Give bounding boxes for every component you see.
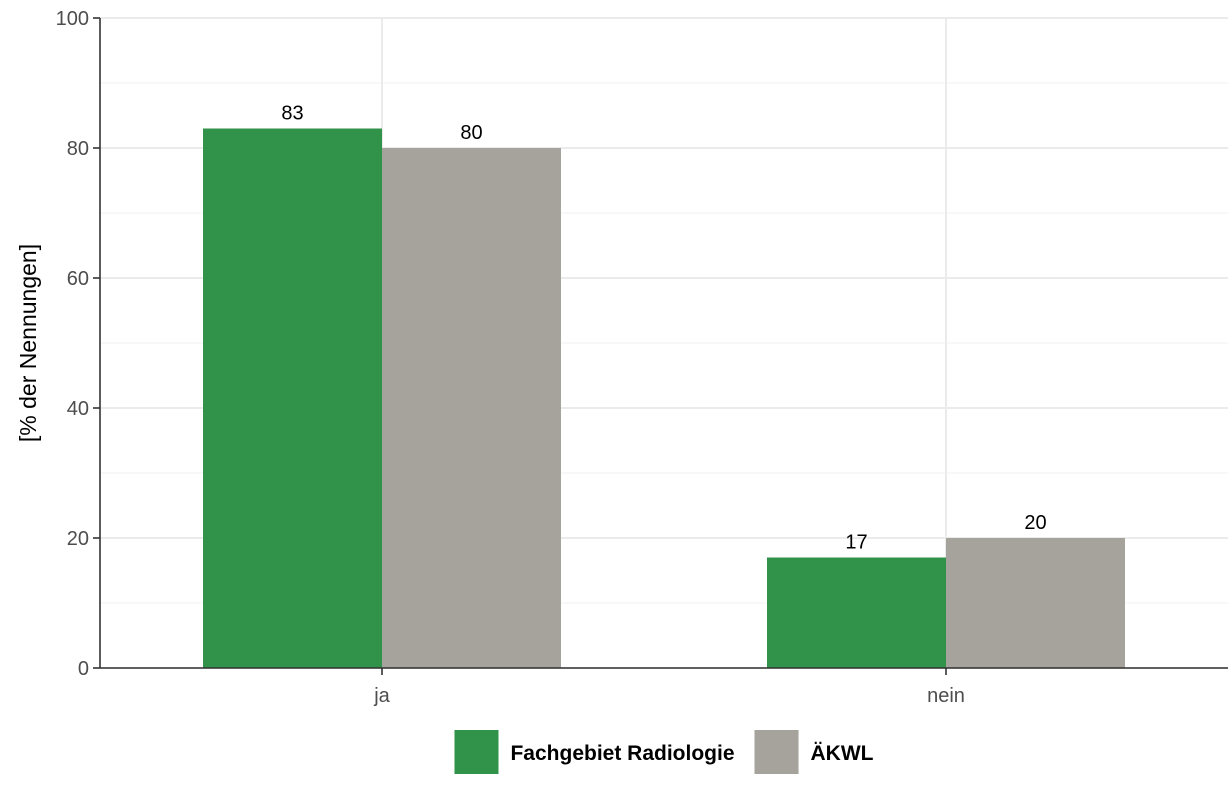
axes: 0 20 40 60 80 100 ja nein bbox=[56, 8, 1228, 707]
y-tick-label: 40 bbox=[67, 398, 89, 420]
y-axis-title: [% der Nennungen] bbox=[15, 244, 41, 442]
y-tick-label: 100 bbox=[56, 8, 89, 30]
legend-label: Fachgebiet Radiologie bbox=[510, 742, 734, 765]
bar-ja-series-2 bbox=[382, 148, 561, 668]
bars bbox=[203, 128, 1125, 668]
y-tick-label: 0 bbox=[78, 658, 89, 680]
data-labels: 83 17 80 20 bbox=[281, 103, 1046, 554]
y-tick-label: 60 bbox=[67, 268, 89, 290]
x-tick-label: nein bbox=[927, 685, 965, 707]
data-label: 17 bbox=[845, 532, 867, 554]
legend-label: ÄKWL bbox=[811, 742, 874, 765]
data-label: 20 bbox=[1024, 512, 1046, 534]
y-tick-label: 80 bbox=[67, 138, 89, 160]
legend: Fachgebiet Radiologie ÄKWL bbox=[454, 730, 874, 774]
data-label: 83 bbox=[281, 103, 303, 125]
bar-nein-series-1 bbox=[767, 557, 946, 668]
legend-swatch-series-2 bbox=[754, 730, 799, 774]
data-label: 80 bbox=[460, 122, 482, 144]
bar-ja-series-1 bbox=[203, 128, 382, 668]
y-tick-label: 20 bbox=[67, 528, 89, 550]
legend-swatch-series-1 bbox=[454, 730, 499, 774]
x-tick-label: ja bbox=[373, 685, 390, 707]
bar-nein-series-2 bbox=[946, 538, 1125, 668]
